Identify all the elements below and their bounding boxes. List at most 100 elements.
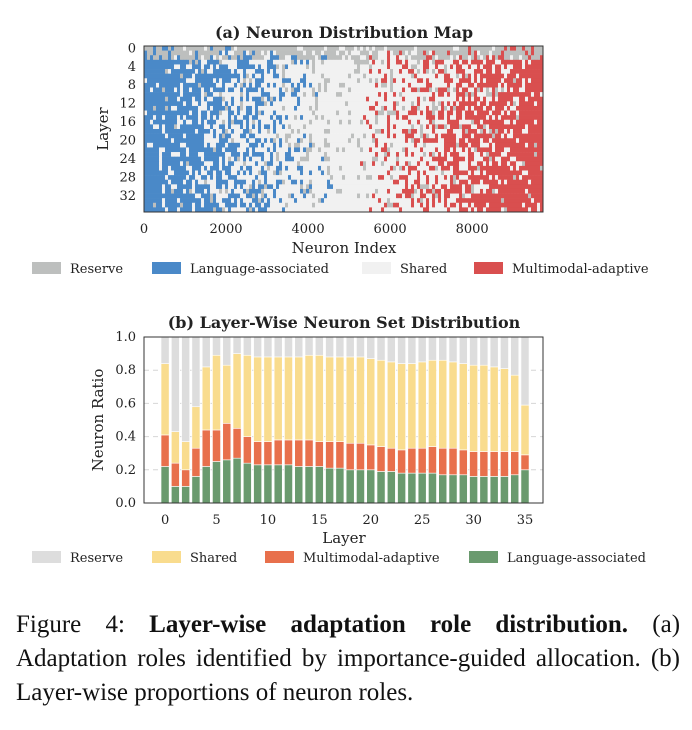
heatmap-cell bbox=[507, 87, 511, 93]
heatmap-cell bbox=[303, 96, 307, 102]
heatmap-cell bbox=[252, 69, 256, 74]
heatmap-cell bbox=[441, 198, 445, 204]
heatmap-cell bbox=[270, 59, 274, 65]
heatmap-cell bbox=[171, 46, 175, 51]
heatmap-cell bbox=[429, 46, 433, 51]
chart-b-bars bbox=[160, 336, 530, 504]
heatmap-cell bbox=[381, 193, 385, 199]
heatmap-cell bbox=[450, 105, 454, 111]
heatmap-cell bbox=[483, 82, 487, 88]
heatmap-cell bbox=[396, 64, 400, 70]
heatmap-cell bbox=[327, 142, 331, 148]
heatmap-cell bbox=[339, 92, 343, 98]
heatmap-cell bbox=[453, 202, 457, 208]
heatmap-cell bbox=[336, 165, 340, 171]
heatmap-cell bbox=[150, 92, 154, 98]
heatmap-cell bbox=[249, 138, 253, 144]
heatmap-cell bbox=[159, 202, 163, 208]
heatmap-cell bbox=[213, 161, 217, 167]
heatmap-cell bbox=[252, 110, 256, 116]
bar-segment bbox=[304, 354, 314, 441]
heatmap-cell bbox=[474, 202, 478, 208]
heatmap-cell bbox=[261, 119, 265, 125]
heatmap-cell bbox=[408, 87, 412, 93]
heatmap-cell bbox=[456, 82, 460, 88]
heatmap-cell bbox=[318, 78, 322, 84]
heatmap-cell bbox=[258, 202, 262, 208]
heatmap-cell bbox=[225, 55, 229, 61]
heatmap-cell bbox=[339, 69, 343, 74]
heatmap-cell bbox=[216, 179, 220, 185]
heatmap-cell bbox=[327, 46, 331, 51]
heatmap-cell bbox=[366, 64, 370, 70]
heatmap-cell bbox=[228, 161, 232, 167]
heatmap-cell bbox=[519, 202, 523, 208]
heatmap-cell bbox=[390, 110, 394, 116]
heatmap-cell bbox=[498, 119, 502, 125]
heatmap-cell bbox=[177, 129, 181, 134]
heatmap-cell bbox=[207, 198, 211, 204]
chart-b-x-ticks: 0 5 10 15 20 25 30 35 bbox=[161, 513, 533, 528]
heatmap-cell bbox=[252, 152, 256, 157]
heatmap-cell bbox=[177, 92, 181, 98]
heatmap-cell bbox=[285, 110, 289, 116]
heatmap-cell bbox=[309, 78, 313, 84]
heatmap-cell bbox=[411, 198, 415, 204]
heatmap-cell bbox=[408, 188, 412, 194]
heatmap-cell bbox=[201, 87, 205, 93]
heatmap-cell bbox=[318, 207, 322, 213]
heatmap-cell bbox=[405, 198, 409, 204]
heatmap-cell bbox=[360, 82, 364, 88]
heatmap-cell bbox=[501, 193, 505, 199]
heatmap-cell bbox=[225, 46, 229, 51]
heatmap-cell bbox=[171, 110, 175, 116]
bar-segment bbox=[407, 472, 417, 504]
heatmap-cell bbox=[486, 101, 490, 107]
heatmap-cell bbox=[342, 78, 346, 84]
heatmap-cell bbox=[267, 142, 271, 148]
heatmap-cell bbox=[192, 101, 196, 107]
heatmap-cell bbox=[354, 184, 358, 190]
heatmap-cell bbox=[327, 69, 331, 74]
heatmap-cell bbox=[429, 50, 433, 56]
heatmap-cell bbox=[162, 105, 166, 111]
heatmap-cell bbox=[348, 119, 352, 125]
heatmap-cell bbox=[213, 92, 217, 98]
heatmap-cell bbox=[294, 87, 298, 93]
heatmap-cell bbox=[144, 96, 148, 102]
heatmap-cell bbox=[474, 138, 478, 144]
heatmap-cell bbox=[468, 105, 472, 111]
heatmap-cell bbox=[327, 92, 331, 98]
heatmap-cell bbox=[276, 184, 280, 190]
heatmap-cell bbox=[195, 105, 199, 111]
heatmap-cell bbox=[540, 170, 544, 176]
heatmap-cell bbox=[312, 207, 316, 213]
heatmap-cell bbox=[453, 69, 457, 74]
heatmap-cell bbox=[513, 165, 517, 171]
heatmap-cell bbox=[282, 87, 286, 93]
heatmap-cell bbox=[231, 207, 235, 213]
bar-segment bbox=[314, 336, 324, 356]
heatmap-cell bbox=[471, 170, 475, 176]
heatmap-cell bbox=[153, 129, 157, 134]
heatmap-cell bbox=[294, 207, 298, 213]
heatmap-cell bbox=[180, 207, 184, 213]
heatmap-cell bbox=[522, 110, 526, 116]
heatmap-cell bbox=[516, 184, 520, 190]
heatmap-cell bbox=[183, 124, 187, 130]
heatmap-cell bbox=[327, 193, 331, 199]
heatmap-cell bbox=[366, 110, 370, 116]
heatmap-cell bbox=[390, 50, 394, 56]
heatmap-cell bbox=[237, 110, 241, 116]
heatmap-cell bbox=[447, 78, 451, 84]
heatmap-cell bbox=[312, 170, 316, 176]
heatmap-cell bbox=[528, 59, 532, 65]
heatmap-cell bbox=[516, 156, 520, 162]
heatmap-cell bbox=[450, 69, 454, 74]
heatmap-cell bbox=[480, 170, 484, 176]
heatmap-cell bbox=[402, 64, 406, 70]
heatmap-cell bbox=[507, 46, 511, 51]
heatmap-cell bbox=[234, 207, 238, 213]
heatmap-cell bbox=[426, 179, 430, 185]
heatmap-cell bbox=[303, 188, 307, 194]
